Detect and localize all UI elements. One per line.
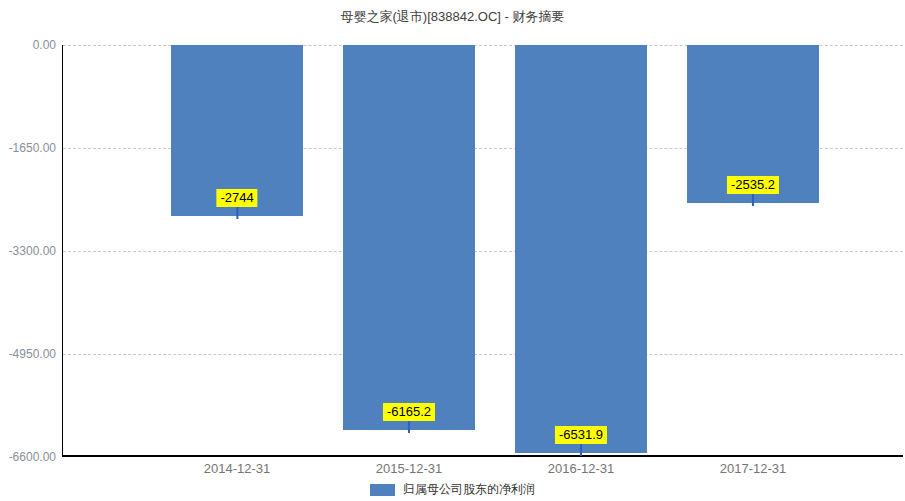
chart-container: 母婴之家(退市)[838842.OC] - 财务摘要 -27442014-12-… [0,0,905,501]
y-axis-label: -1650.00 [0,140,56,156]
y-axis-label: -6600.00 [0,449,56,465]
x-axis-label: 2017-12-31 [720,461,787,476]
bar-value-label-group: -6165.2 [383,403,435,433]
x-axis-label: 2014-12-31 [204,461,271,476]
legend-swatch-icon [370,484,395,496]
grid-line [63,354,903,355]
bar[interactable]: -2535.2 [687,45,819,203]
legend-label: 归属母公司股东的净利润 [403,481,535,498]
bar-value-label-group: -6531.9 [555,426,607,456]
x-axis-label: 2016-12-31 [548,461,615,476]
value-pointer-icon [580,444,582,456]
y-axis-label: -3300.00 [0,243,56,259]
plot-area: -27442014-12-31-6165.22015-12-31-6531.92… [62,45,903,457]
x-axis-label: 2015-12-31 [376,461,443,476]
bar-value-label: -6165.2 [383,403,435,421]
bar-value-label-group: -2535.2 [727,176,779,206]
bar-value-label: -6531.9 [555,426,607,444]
grid-line [63,251,903,252]
bar[interactable]: -2744 [171,45,303,216]
bar-value-label: -2535.2 [727,176,779,194]
y-axis-label: 0.00 [0,37,56,53]
chart-title: 母婴之家(退市)[838842.OC] - 财务摘要 [0,8,905,26]
bar-value-label: -2744 [216,189,257,207]
bar[interactable]: -6531.9 [515,45,647,453]
bar[interactable]: -6165.2 [343,45,475,430]
legend[interactable]: 归属母公司股东的净利润 [0,481,905,498]
value-pointer-icon [408,421,410,433]
value-pointer-icon [236,207,238,219]
y-axis-label: -4950.00 [0,346,56,362]
bar-value-label-group: -2744 [216,189,257,219]
value-pointer-icon [752,194,754,206]
